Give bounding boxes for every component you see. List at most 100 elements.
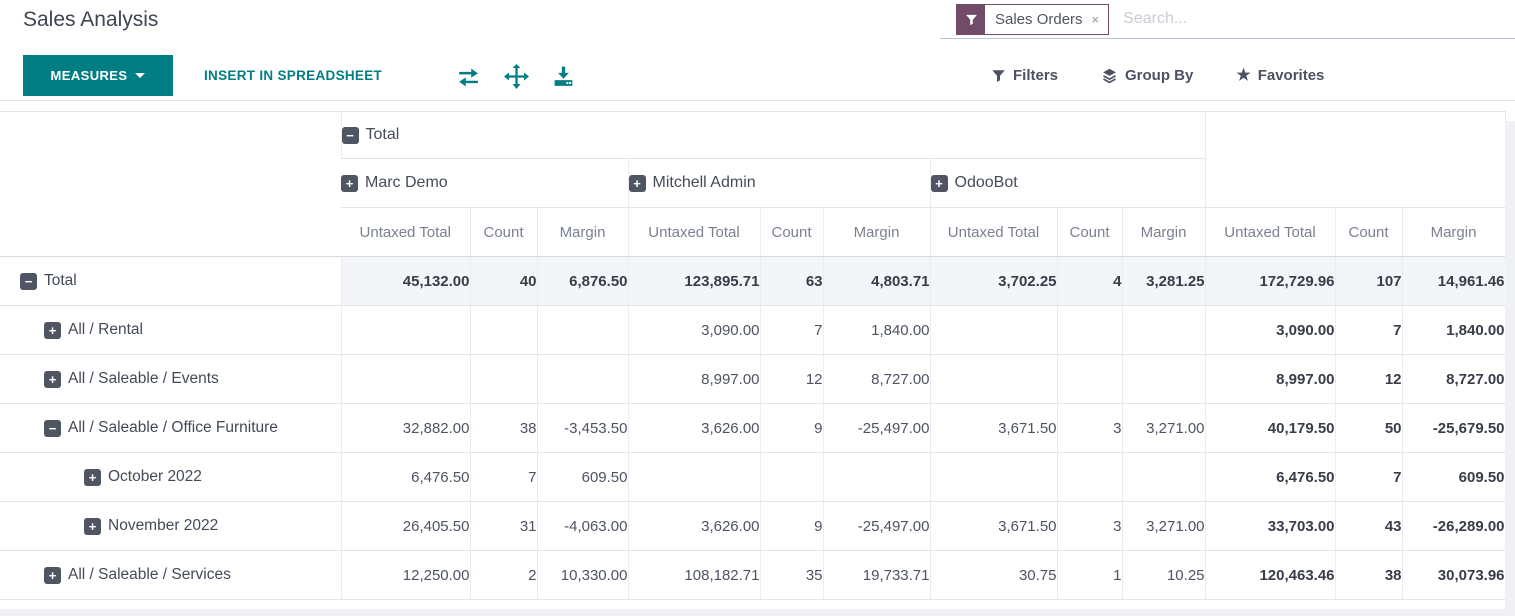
pivot-cell[interactable]: 3,702.25 <box>929 256 1057 306</box>
pivot-cell[interactable]: 7 <box>759 305 823 355</box>
pivot-cell[interactable]: 107 <box>1334 256 1403 306</box>
pivot-cell[interactable]: 120,463.46 <box>1204 550 1336 600</box>
measure-header[interactable]: Count <box>759 207 823 257</box>
measure-header[interactable]: Untaxed Total <box>341 207 470 257</box>
pivot-cell[interactable]: 4 <box>1056 256 1122 306</box>
pivot-cell[interactable]: 8,727.00 <box>1401 354 1506 404</box>
pivot-cell[interactable]: 123,895.71 <box>627 256 760 306</box>
pivot-cell[interactable]: 3,271.00 <box>1121 501 1206 551</box>
pivot-cell[interactable]: 1,840.00 <box>822 305 930 355</box>
pivot-cell[interactable]: 7 <box>1334 305 1403 355</box>
row-header[interactable]: + November 2022 <box>0 501 341 551</box>
download-xlsx-icon[interactable] <box>551 63 577 89</box>
pivot-cell[interactable]: -26,289.00 <box>1401 501 1506 551</box>
pivot-cell[interactable]: 3,626.00 <box>627 501 760 551</box>
pivot-cell[interactable]: 38 <box>1334 550 1403 600</box>
pivot-cell[interactable]: -25,497.00 <box>822 501 930 551</box>
pivot-cell[interactable]: 609.50 <box>1401 452 1506 502</box>
expand-all-icon[interactable] <box>504 63 530 89</box>
pivot-cell[interactable]: 3,090.00 <box>627 305 760 355</box>
pivot-cell[interactable]: 31 <box>469 501 537 551</box>
pivot-cell[interactable]: 1 <box>1056 550 1122 600</box>
favorites-menu[interactable]: ★ Favorites <box>1230 66 1330 85</box>
pivot-cell[interactable]: 7 <box>469 452 537 502</box>
pivot-cell[interactable]: 32,882.00 <box>340 403 470 453</box>
pivot-cell[interactable]: 45,132.00 <box>340 256 470 306</box>
pivot-cell[interactable]: 63 <box>759 256 823 306</box>
pivot-cell[interactable]: 30.75 <box>929 550 1057 600</box>
pivot-cell[interactable]: 9 <box>759 501 823 551</box>
pivot-cell[interactable]: 609.50 <box>536 452 628 502</box>
pivot-cell[interactable]: 8,997.00 <box>1204 354 1336 404</box>
measure-header[interactable]: Untaxed Total <box>1204 207 1336 257</box>
pivot-cell[interactable]: 30,073.96 <box>1401 550 1506 600</box>
row-header[interactable]: + All / Saleable / Events <box>0 354 341 404</box>
pivot-cell[interactable]: 3,671.50 <box>929 501 1057 551</box>
pivot-cell[interactable]: 172,729.96 <box>1204 256 1336 306</box>
pivot-cell[interactable]: 40 <box>469 256 537 306</box>
pivot-cell[interactable]: 7 <box>1334 452 1403 502</box>
pivot-cell[interactable]: 8,997.00 <box>627 354 760 404</box>
pivot-cell[interactable]: -4,063.00 <box>536 501 628 551</box>
measure-header[interactable]: Margin <box>536 207 628 257</box>
pivot-cell[interactable]: 9 <box>759 403 823 453</box>
pivot-cell[interactable]: 43 <box>1334 501 1403 551</box>
pivot-cell[interactable]: 3,271.00 <box>1121 403 1206 453</box>
pivot-cell[interactable]: -3,453.50 <box>536 403 628 453</box>
pivot-cell[interactable]: 3,671.50 <box>929 403 1057 453</box>
pivot-cell[interactable]: 10,330.00 <box>536 550 628 600</box>
row-header[interactable]: + All / Rental <box>0 305 341 355</box>
pivot-view: − Total + Marc Demo + Mitchell Admin + OdooBot U… <box>0 111 1515 616</box>
pivot-cell[interactable]: 6,476.50 <box>1204 452 1336 502</box>
measure-header[interactable]: Untaxed Total <box>929 207 1057 257</box>
pivot-cell[interactable]: -25,679.50 <box>1401 403 1506 453</box>
pivot-cell[interactable]: 3,281.25 <box>1121 256 1206 306</box>
pivot-cell[interactable]: 3 <box>1056 501 1122 551</box>
pivot-cell[interactable]: 35 <box>759 550 823 600</box>
pivot-cell[interactable]: 12 <box>1334 354 1403 404</box>
filters-menu[interactable]: Filters <box>985 66 1064 85</box>
pivot-cell[interactable]: 3,090.00 <box>1204 305 1336 355</box>
measure-header[interactable]: Untaxed Total <box>627 207 760 257</box>
measures-button[interactable]: MEASURES <box>23 55 173 96</box>
pivot-cell[interactable]: 50 <box>1334 403 1403 453</box>
measure-header[interactable]: Count <box>469 207 537 257</box>
col-header-group[interactable]: + Mitchell Admin <box>627 158 930 208</box>
pivot-cell[interactable]: 10.25 <box>1121 550 1206 600</box>
pivot-cell[interactable]: 19,733.71 <box>822 550 930 600</box>
pivot-cell[interactable]: 6,876.50 <box>536 256 628 306</box>
measure-header[interactable]: Margin <box>1121 207 1206 257</box>
pivot-cell[interactable]: 12 <box>759 354 823 404</box>
pivot-cell[interactable]: 12,250.00 <box>340 550 470 600</box>
pivot-cell[interactable]: 40,179.50 <box>1204 403 1336 453</box>
pivot-cell[interactable]: 2 <box>469 550 537 600</box>
pivot-cell[interactable]: 14,961.46 <box>1401 256 1506 306</box>
col-header-group[interactable]: + OdooBot <box>929 158 1206 208</box>
pivot-cell[interactable]: 33,703.00 <box>1204 501 1336 551</box>
measure-header[interactable]: Margin <box>822 207 930 257</box>
col-header-total[interactable]: − Total <box>340 111 1206 159</box>
col-header-group[interactable]: + Marc Demo <box>341 158 628 208</box>
pivot-cell[interactable]: 3,626.00 <box>627 403 760 453</box>
group-by-menu[interactable]: Group By <box>1095 66 1199 85</box>
pivot-cell[interactable]: 26,405.50 <box>340 501 470 551</box>
pivot-cell[interactable]: 4,803.71 <box>822 256 930 306</box>
pivot-cell[interactable]: 3 <box>1056 403 1122 453</box>
insert-in-spreadsheet-button[interactable]: INSERT IN SPREADSHEET <box>198 55 388 96</box>
pivot-cell[interactable]: 8,727.00 <box>822 354 930 404</box>
row-header[interactable]: + October 2022 <box>0 452 341 502</box>
row-header[interactable]: − Total <box>0 256 341 306</box>
pivot-cell[interactable]: -25,497.00 <box>822 403 930 453</box>
search-input[interactable] <box>1121 9 1515 29</box>
facet-remove-icon[interactable]: × <box>1091 11 1100 27</box>
pivot-cell[interactable]: 38 <box>469 403 537 453</box>
row-header[interactable]: + All / Saleable / Services <box>0 550 341 600</box>
row-header[interactable]: − All / Saleable / Office Furniture <box>0 403 341 453</box>
measure-header[interactable]: Margin <box>1401 207 1506 257</box>
measure-header[interactable]: Count <box>1334 207 1403 257</box>
pivot-cell[interactable]: 6,476.50 <box>340 452 470 502</box>
flip-axes-icon[interactable] <box>456 63 482 89</box>
measure-header[interactable]: Count <box>1056 207 1122 257</box>
pivot-cell[interactable]: 1,840.00 <box>1401 305 1506 355</box>
pivot-cell[interactable]: 108,182.71 <box>627 550 760 600</box>
